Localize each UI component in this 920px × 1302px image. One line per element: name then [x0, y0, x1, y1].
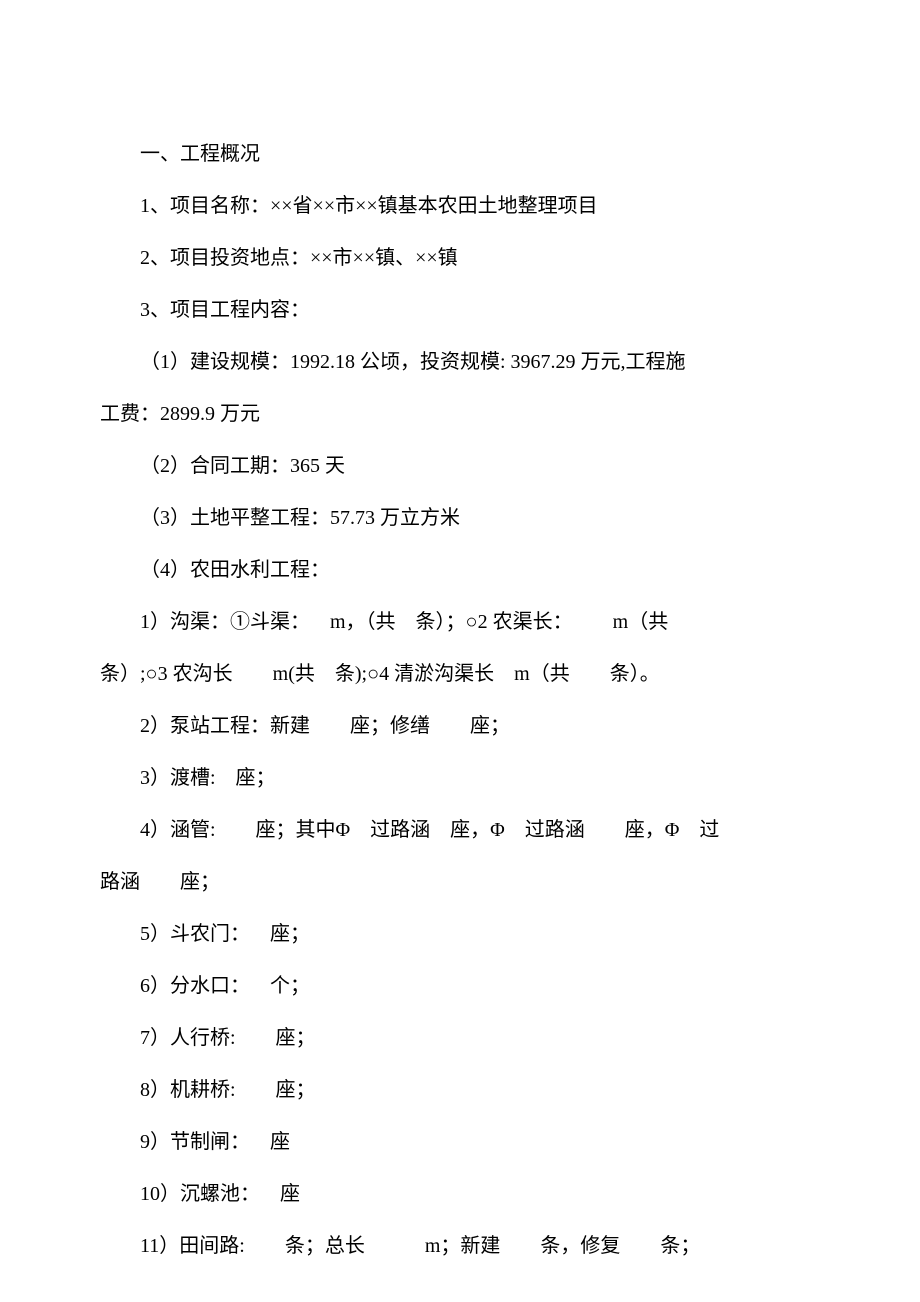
text-line: （2）合同工期：365 天: [100, 440, 820, 492]
text-line: 1、项目名称：××省××市××镇基本农田土地整理项目: [100, 180, 820, 232]
text-line: （1）建设规模：1992.18 公顷，投资规模: 3967.29 万元,工程施: [100, 336, 820, 388]
text-line: （4）农田水利工程：: [100, 544, 820, 596]
text-line: 条）;○3 农沟长 m(共 条);○4 清淤沟渠长 m（共 条）。: [100, 648, 820, 700]
text-line: 11）田间路: 条；总长 m；新建 条，修复 条；: [100, 1220, 820, 1272]
text-line: 8）机耕桥: 座；: [100, 1064, 820, 1116]
text-line: 2）泵站工程：新建 座；修缮 座；: [100, 700, 820, 752]
text-line: 路涵 座；: [100, 856, 820, 908]
text-line: 6）分水口： 个；: [100, 960, 820, 1012]
text-line: 工费：2899.9 万元: [100, 388, 820, 440]
text-line: 5）斗农门： 座；: [100, 908, 820, 960]
document-content: 一、工程概况 1、项目名称：××省××市××镇基本农田土地整理项目 2、项目投资…: [100, 128, 820, 1272]
text-line: 1）沟渠：①斗渠： m，（共 条）；○2 农渠长： m（共: [100, 596, 820, 648]
text-line: 9）节制闸： 座: [100, 1116, 820, 1168]
text-line: （3）土地平整工程：57.73 万立方米: [100, 492, 820, 544]
text-line: 10）沉螺池： 座: [100, 1168, 820, 1220]
text-line: 7）人行桥: 座；: [100, 1012, 820, 1064]
text-line: 2、项目投资地点：××市××镇、××镇: [100, 232, 820, 284]
section-heading: 一、工程概况: [100, 128, 820, 180]
text-line: 3）渡槽: 座；: [100, 752, 820, 804]
text-line: 4）涵管: 座；其中Φ 过路涵 座，Φ 过路涵 座，Φ 过: [100, 804, 820, 856]
text-line: 3、项目工程内容：: [100, 284, 820, 336]
